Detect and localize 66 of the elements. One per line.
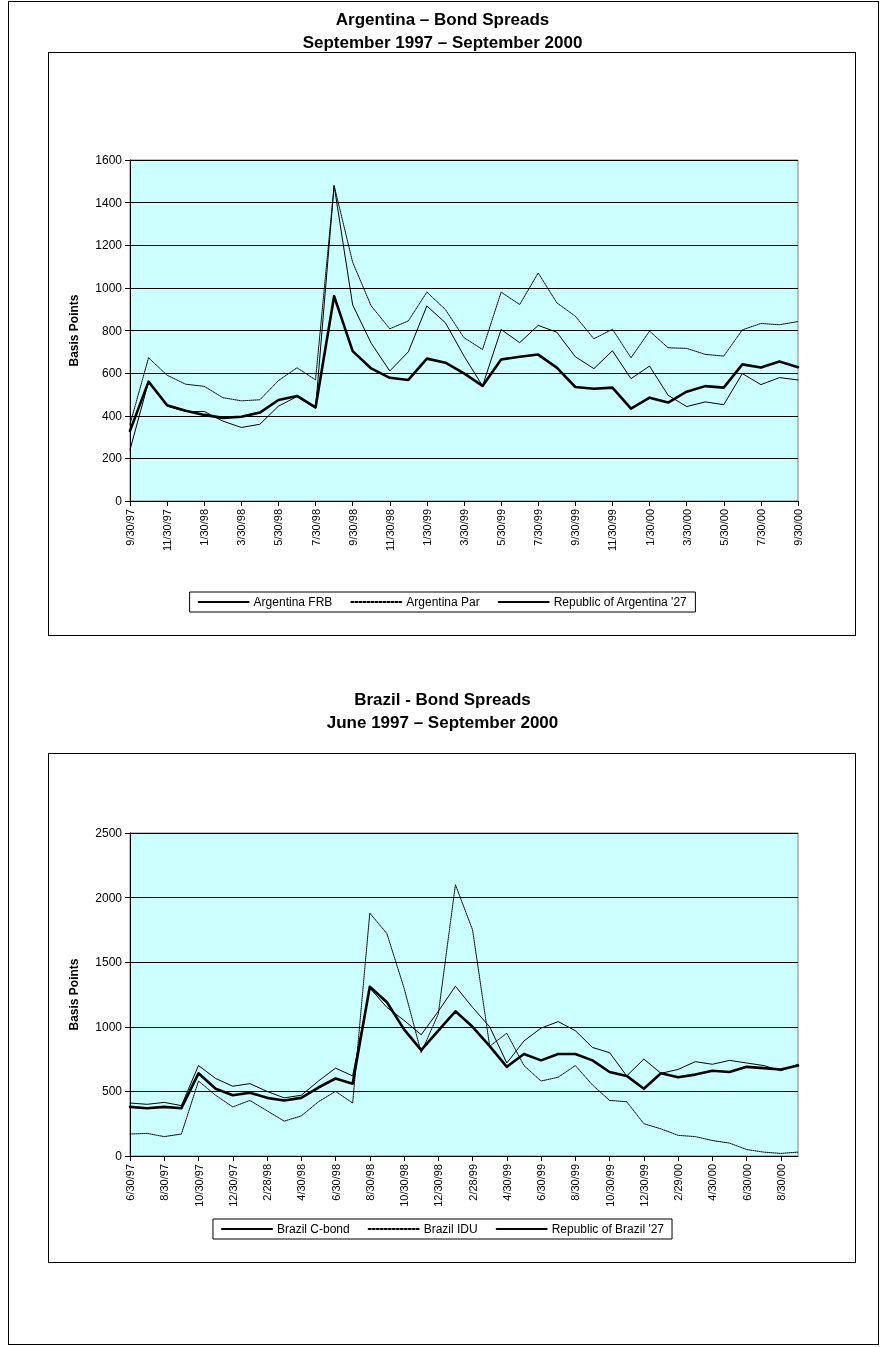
x-tick-label: 9/30/00	[792, 509, 804, 546]
x-tick-label: 11/30/97	[161, 509, 174, 552]
y-tick-label: 500	[101, 1084, 123, 1099]
x-tick-label: 12/30/99	[637, 1164, 650, 1207]
legend-label: Brazil C-bond	[276, 1222, 350, 1236]
y-tick-label: 600	[101, 366, 123, 381]
y-tick-label: 1600	[95, 153, 123, 167]
x-tick-label: 8/30/00	[774, 1164, 787, 1201]
x-tick-label: 8/30/97	[158, 1164, 171, 1201]
x-tick-label: 6/30/97	[124, 1164, 136, 1201]
y-tick-label: 0	[115, 494, 123, 508]
y-tick-label: 0	[115, 1149, 123, 1163]
y-tick-label: 1400	[95, 195, 123, 210]
y-tick-label: 200	[101, 451, 123, 466]
x-tick-label: 11/30/98	[383, 509, 396, 552]
y-tick-label: 400	[101, 408, 123, 423]
y-tick-label: 1500	[95, 955, 123, 970]
x-tick-label: 11/30/99	[606, 509, 619, 552]
y-tick-label: 1200	[95, 238, 123, 253]
x-tick-label: 5/30/98	[272, 509, 285, 546]
x-tick-label: 1/30/98	[198, 509, 211, 546]
y-axis-title: Basis Points	[67, 294, 81, 367]
legend-label: Argentina Par	[406, 595, 480, 609]
x-tick-label: 7/30/99	[532, 509, 545, 546]
y-tick-label: 800	[101, 323, 123, 338]
legend-label: Brazil IDU	[423, 1222, 478, 1236]
x-tick-label: 3/30/98	[235, 509, 248, 546]
x-tick-label: 4/30/00	[706, 1164, 719, 1201]
x-tick-label: 8/30/98	[363, 1164, 376, 1201]
x-tick-label: 9/30/97	[124, 509, 136, 546]
x-tick-label: 1/30/00	[643, 509, 656, 546]
chart-title: Argentina – Bond Spreads	[335, 10, 550, 29]
x-tick-label: 6/30/99	[535, 1164, 548, 1201]
x-tick-label: 6/30/98	[329, 1164, 342, 1201]
x-tick-label: 8/30/99	[569, 1164, 582, 1201]
x-tick-label: 12/30/97	[226, 1164, 239, 1207]
x-tick-label: 10/30/97	[192, 1164, 205, 1207]
x-tick-label: 2/28/98	[261, 1164, 274, 1201]
chart-subtitle: June 1997 – September 2000	[326, 713, 559, 732]
x-tick-label: 5/30/99	[495, 509, 508, 546]
x-tick-label: 3/30/00	[680, 509, 693, 546]
x-tick-label: 2/28/99	[466, 1164, 479, 1201]
legend-label: Republic of Brazil '27	[551, 1222, 665, 1236]
x-tick-label: 9/30/98	[346, 509, 359, 546]
x-tick-label: 4/30/99	[500, 1164, 513, 1201]
x-tick-label: 4/30/98	[295, 1164, 308, 1201]
chart-title: Brazil - Bond Spreads	[354, 690, 531, 709]
x-tick-label: 1/30/99	[420, 509, 433, 546]
y-axis-title: Basis Points	[67, 958, 81, 1031]
legend-label: Republic of Argentina '27	[553, 595, 688, 609]
x-tick-label: 9/30/99	[569, 509, 582, 546]
x-tick-label: 10/30/98	[398, 1164, 411, 1207]
legend-label: Argentina FRB	[253, 595, 333, 609]
x-tick-label: 12/30/98	[432, 1164, 445, 1207]
x-tick-label: 6/30/00	[740, 1164, 753, 1201]
x-tick-label: 3/30/99	[458, 509, 470, 546]
x-tick-label: 7/30/00	[754, 509, 767, 546]
y-tick-label: 2000	[95, 890, 123, 905]
x-tick-label: 5/30/00	[717, 509, 730, 546]
x-tick-label: 2/29/00	[672, 1164, 685, 1201]
chart-subtitle: September 1997 – September 2000	[302, 33, 583, 52]
y-tick-label: 1000	[95, 1019, 123, 1034]
y-tick-label: 1000	[95, 280, 123, 295]
x-tick-label: 10/30/99	[603, 1164, 616, 1207]
x-tick-label: 7/30/98	[309, 509, 322, 546]
y-tick-label: 2500	[95, 826, 123, 840]
